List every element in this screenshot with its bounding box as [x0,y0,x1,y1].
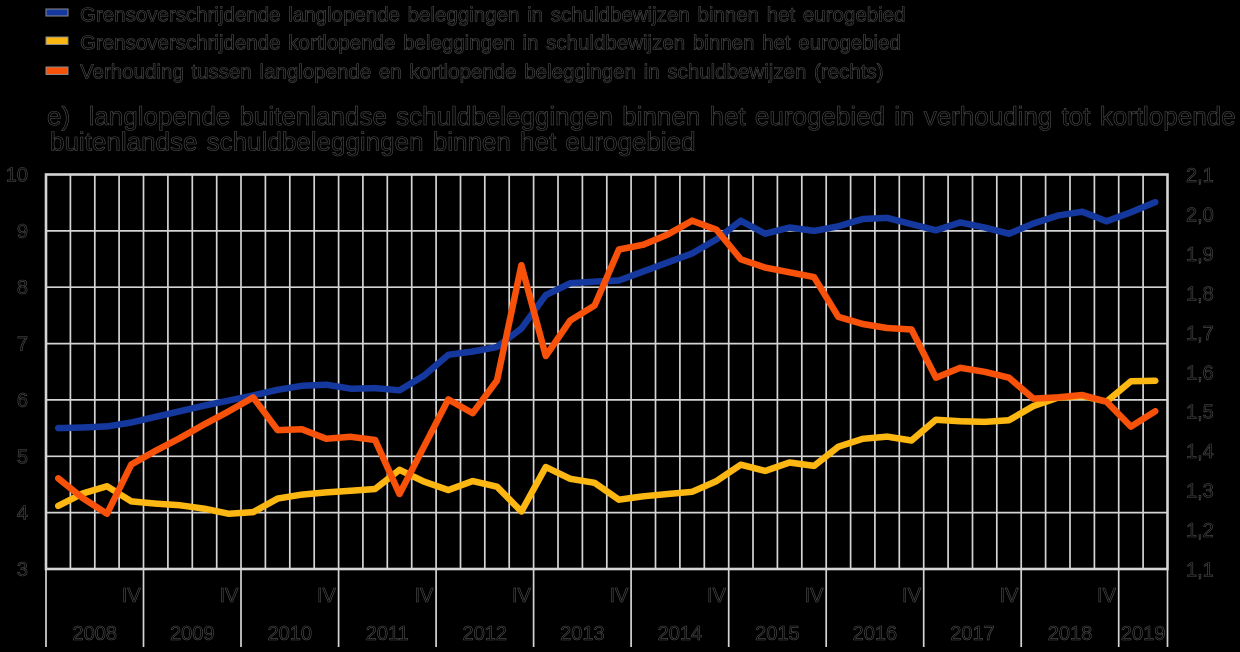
svg-text:IV: IV [414,585,434,607]
svg-text:1,1: 1,1 [1186,560,1214,582]
svg-text:2015: 2015 [755,623,800,645]
svg-text:IV: IV [902,585,922,607]
svg-text:Grensoverschrijdende kortlopen: Grensoverschrijdende kortlopende beleggi… [80,32,901,55]
svg-text:IV: IV [317,585,337,607]
svg-text:IV: IV [512,585,532,607]
svg-text:6: 6 [17,390,28,412]
svg-text:2013: 2013 [560,623,605,645]
svg-text:IV: IV [219,585,239,607]
svg-text:1,8: 1,8 [1186,283,1214,305]
svg-text:2019: 2019 [1121,623,1166,645]
svg-text:1,4: 1,4 [1186,441,1214,463]
svg-text:2014: 2014 [658,623,703,645]
svg-text:buitenlandse schuldbeleggingen: buitenlandse schuldbeleggingen binnen he… [50,127,696,157]
svg-text:1,5: 1,5 [1186,402,1214,424]
svg-text:IV: IV [1000,585,1020,607]
svg-text:Grensoverschrijdende langlopen: Grensoverschrijdende langlopende beleggi… [80,4,905,27]
svg-text:2009: 2009 [170,623,215,645]
svg-text:2017: 2017 [950,623,995,645]
svg-text:2011: 2011 [366,623,409,645]
svg-text:1,2: 1,2 [1186,520,1214,542]
svg-text:2010: 2010 [268,623,313,645]
svg-text:1,9: 1,9 [1186,244,1214,266]
svg-text:2,1: 2,1 [1186,165,1214,187]
svg-text:1,7: 1,7 [1186,323,1214,345]
svg-text:10: 10 [6,165,28,187]
svg-text:8: 8 [17,277,28,299]
svg-text:IV: IV [609,585,629,607]
svg-text:2012: 2012 [463,623,508,645]
svg-text:IV: IV [707,585,727,607]
svg-text:2018: 2018 [1048,623,1093,645]
svg-text:1,6: 1,6 [1186,362,1214,384]
svg-text:Verhouding tussen langlopende: Verhouding tussen langlopende en kortlop… [80,61,884,84]
svg-text:2016: 2016 [853,623,898,645]
svg-text:4: 4 [17,503,28,525]
svg-text:5: 5 [17,446,28,468]
svg-text:7: 7 [17,334,28,356]
svg-text:e) langlopende buitenlandse s: e) langlopende buitenlandse schuldbelegg… [47,101,1236,131]
svg-text:1,3: 1,3 [1186,481,1214,503]
svg-text:9: 9 [17,221,28,243]
svg-text:2008: 2008 [73,623,118,645]
svg-text:IV: IV [1097,585,1117,607]
svg-text:3: 3 [17,559,28,581]
svg-text:IV: IV [805,585,825,607]
svg-text:IV: IV [122,585,142,607]
svg-text:2,0: 2,0 [1186,204,1214,226]
